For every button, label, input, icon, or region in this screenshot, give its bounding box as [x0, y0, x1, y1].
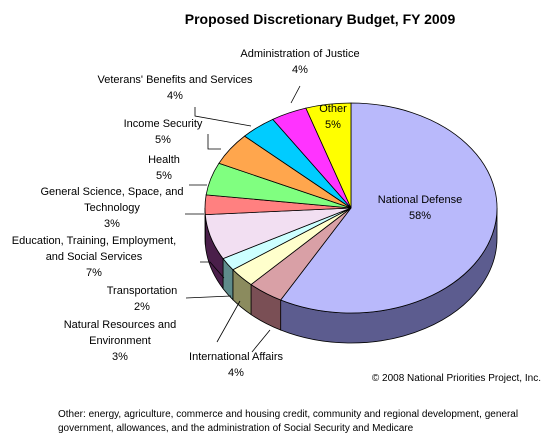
slice-labels: National Defense 58% International Affairs… — [12, 48, 462, 379]
leader-transportation — [185, 295, 232, 299]
label-national-defense: National Defense 58% — [378, 194, 462, 222]
footnote: Other: energy, agriculture, commerce and… — [58, 409, 519, 434]
label-general-science-space-and: General Science, Space, and Technology 3% — [40, 186, 183, 230]
label-health: Health 5% — [148, 154, 180, 182]
leader-natural-resources-and — [216, 300, 241, 343]
leader-international-affairs — [251, 329, 271, 353]
label-transportation: Transportation 2% — [107, 285, 178, 313]
slice-other — [305, 102, 352, 209]
leader-income-security — [207, 134, 221, 150]
chart-title: Proposed Discretionary Budget, FY 2009 — [185, 11, 456, 27]
leader-veterans-benefits-and-services — [194, 107, 252, 127]
label-international-affairs: International Affairs 4% — [189, 351, 283, 379]
label-income-security: Income Security 5% — [124, 118, 203, 146]
pie-slices — [204, 102, 498, 314]
slice-national-defense — [280, 102, 498, 314]
leader-lines — [185, 85, 301, 353]
label-veterans-benefits-and-services: Veterans' Benefits and Services 4% — [98, 74, 253, 102]
leader-administration-of-justice — [290, 85, 301, 104]
label-administration-of-justice: Administration of Justice 4% — [240, 48, 359, 76]
leader-education-training-employment — [200, 261, 225, 279]
label-education-training-employment: Education, Training, Employment, and Soci… — [12, 235, 176, 279]
label-other: Other 5% — [319, 103, 347, 131]
copyright: © 2008 National Priorities Project, Inc. — [372, 373, 541, 384]
label-natural-resources-and: Natural Resources and Environment 3% — [64, 319, 177, 363]
